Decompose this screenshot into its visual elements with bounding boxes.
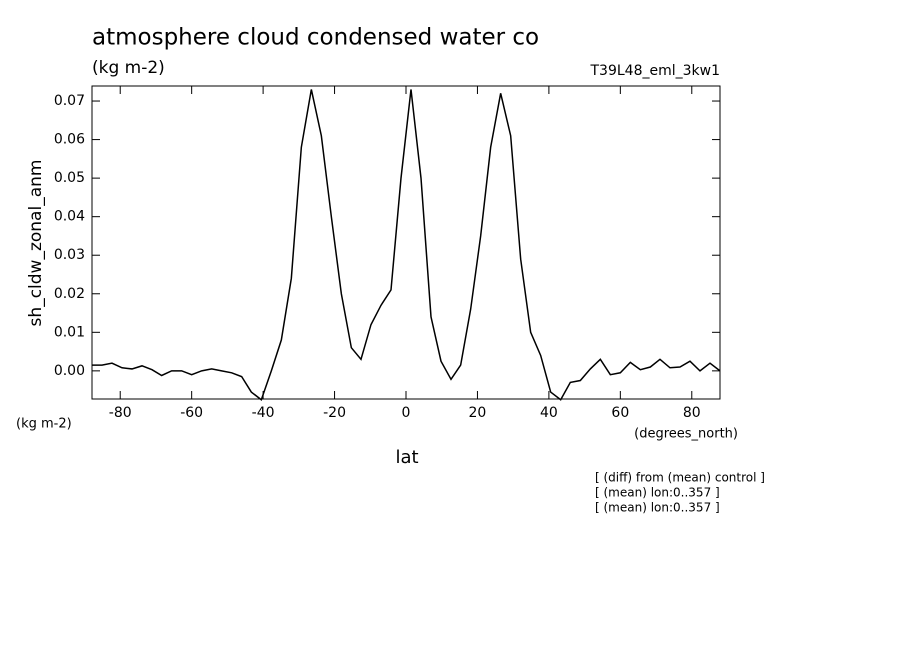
y-tick-label: 0.00 [54, 363, 85, 379]
run-label: T39L48_eml_3kw1 [590, 63, 721, 79]
data-line [92, 89, 721, 402]
y-tick-label: 0.07 [54, 93, 85, 109]
y-tick-label: 0.02 [54, 286, 85, 302]
note: [ (mean) lon:0..357 ] [595, 486, 720, 500]
x-tick-label: -20 [323, 405, 346, 421]
x-tick-label: -80 [109, 405, 132, 421]
x-tick-label: 40 [540, 405, 558, 421]
x-tick-label: 0 [402, 405, 411, 421]
y-units: (kg m-2) [16, 417, 72, 432]
y-tick-label: 0.06 [54, 132, 85, 148]
note: [ (diff) from (mean) control ] [595, 471, 765, 485]
y-tick-label: 0.04 [54, 209, 85, 225]
chart-title: atmosphere cloud condensed water co [92, 25, 539, 51]
x-tick-label: -40 [252, 405, 275, 421]
x-tick-label: 80 [683, 405, 701, 421]
x-tick-label: -60 [180, 405, 203, 421]
x-tick-label: 20 [469, 405, 487, 421]
y-tick-label: 0.05 [54, 170, 85, 186]
x-units: (degrees_north) [634, 427, 738, 442]
y-axis-label: sh_cldw_zonal_anm [26, 160, 46, 327]
chart-subtitle: (kg m-2) [92, 58, 165, 78]
y-tick-label: 0.03 [54, 247, 85, 263]
x-axis-label: lat [395, 447, 418, 468]
x-tick-label: 60 [611, 405, 629, 421]
y-tick-label: 0.01 [54, 324, 85, 340]
note: [ (mean) lon:0..357 ] [595, 501, 720, 515]
